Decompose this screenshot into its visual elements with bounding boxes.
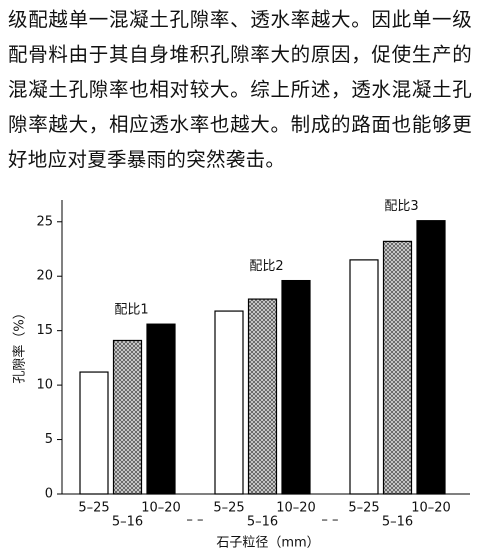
x-tick-label: 5–25 (213, 501, 244, 516)
bar (281, 279, 311, 495)
bar (79, 371, 109, 495)
x-axis-label: 石子粒径（mm） (216, 536, 319, 551)
x-tick-label: 5–16 (382, 515, 413, 530)
group-label: 配比2 (249, 259, 283, 274)
y-tick-label: 5 (45, 432, 53, 447)
x-tick-label: 10–20 (411, 501, 451, 516)
bar (382, 240, 413, 495)
bar (214, 310, 244, 495)
x-tick-label: 10–20 (141, 501, 181, 516)
group-label: 配比3 (384, 199, 418, 214)
x-tick-label: 5–25 (78, 501, 109, 516)
bar (146, 323, 176, 495)
x-tick-label: 5–16 (247, 515, 278, 530)
group-label: 配比1 (114, 303, 148, 318)
y-tick-label: 0 (45, 487, 53, 502)
y-tick-label: 10 (36, 378, 53, 393)
group-separator: – – (321, 513, 338, 528)
bar (247, 298, 278, 495)
x-tick-label: 5–25 (348, 501, 379, 516)
x-tick-label: 5–16 (112, 515, 143, 530)
group-separator: – – (186, 513, 203, 528)
bar (112, 339, 143, 495)
y-tick-label: 25 (36, 214, 53, 229)
bar (349, 259, 379, 495)
paragraph: 级配越单一混凝土孔隙率、透水率越大。因此单一级配骨料由于其自身堆积孔隙率大的原因… (8, 8, 472, 171)
y-axis-label: 孔隙率（%） (12, 306, 28, 383)
y-tick-label: 20 (36, 269, 53, 284)
x-tick-label: 10–20 (276, 501, 316, 516)
y-tick-label: 15 (36, 323, 53, 338)
bar (416, 220, 446, 495)
